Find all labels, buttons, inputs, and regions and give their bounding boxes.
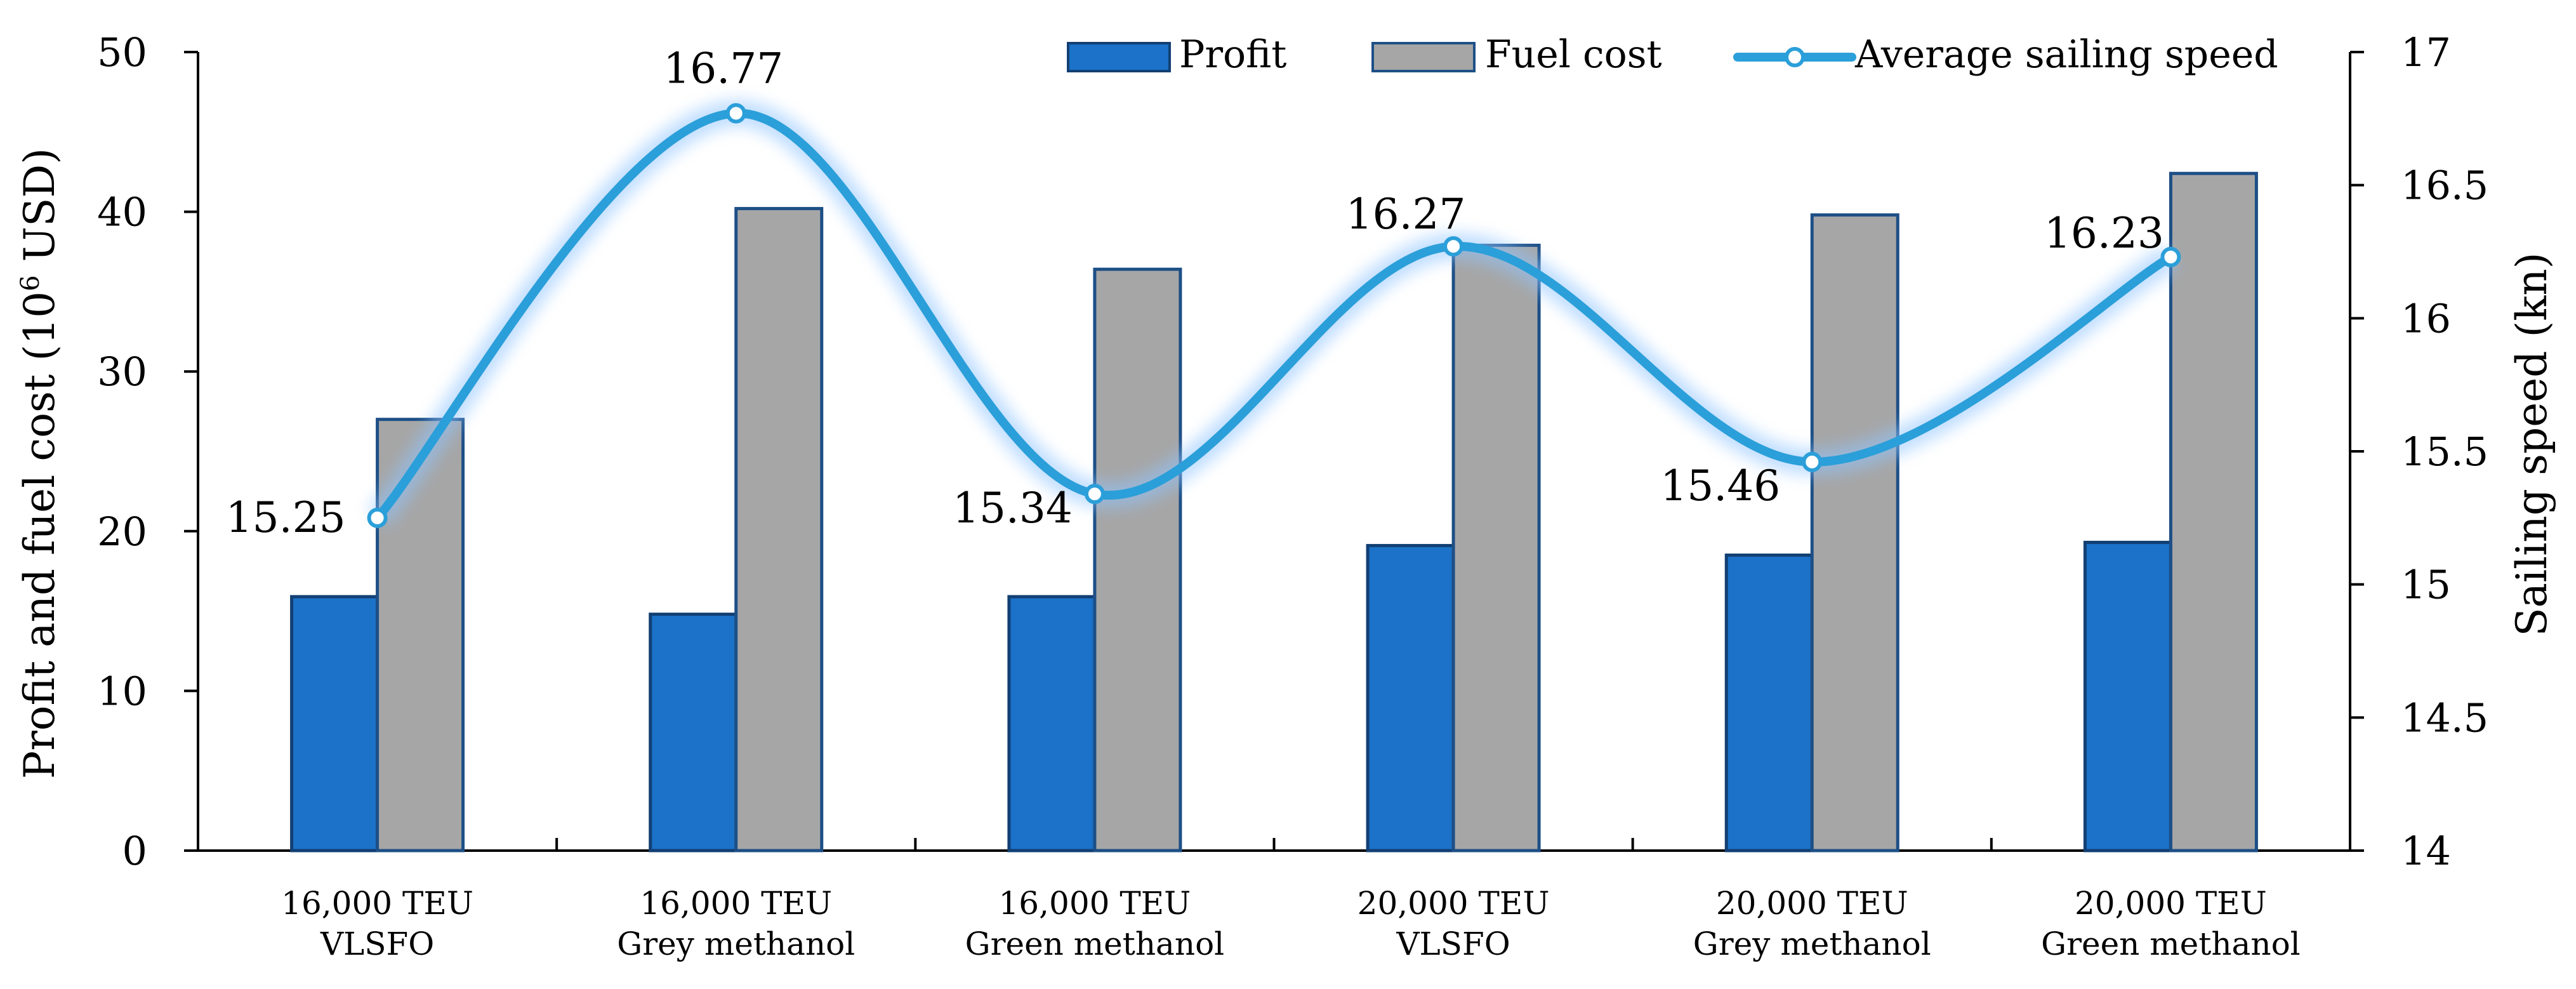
speed-point (367, 507, 388, 528)
profit-bar (1007, 595, 1097, 853)
legend-profit-label: Profit (1179, 32, 1286, 77)
y2-axis-title: Sailing speed (kn) (2507, 252, 2556, 636)
profit-bar (290, 595, 380, 853)
speed-data-label: 16.27 (1346, 190, 1466, 239)
speed-point (1802, 451, 1823, 472)
y2-tick-label: 16.5 (2401, 163, 2488, 209)
speed-line-layer (367, 100, 2181, 528)
speed-data-label: 15.25 (226, 493, 346, 542)
fuel-cost-bar (734, 207, 824, 853)
y2-tick-label: 15 (2401, 562, 2451, 608)
y-tick-label: 40 (97, 189, 147, 236)
speed-data-label: 16.23 (2044, 209, 2164, 258)
legend: Profit Fuel cost Average sailing speed (1067, 32, 2278, 77)
y2-tick-label: 14 (2401, 828, 2451, 874)
y-tick-label: 30 (97, 348, 147, 395)
legend-speed-label: Average sailing speed (1854, 32, 2278, 77)
y2-tick-label: 16 (2401, 295, 2451, 342)
bars (290, 171, 2258, 853)
data-labels: 15.25 16.77 15.34 16.27 15.46 16.23 (226, 44, 2164, 541)
x-category-label: 20,000 TEU VLSFO (1357, 885, 1550, 962)
legend-fuel-cost-swatch (1371, 42, 1476, 72)
legend-speed-marker (1785, 47, 1805, 67)
y-tick-label: 20 (97, 508, 147, 555)
speed-point (1443, 236, 1464, 257)
fuel-cost-bar (1093, 267, 1182, 853)
y-tick-label: 0 (122, 828, 147, 874)
legend-profit-swatch (1067, 42, 1171, 72)
profit-bar (1724, 554, 1814, 853)
y2-tick-label: 15.5 (2401, 428, 2488, 475)
speed-point (725, 103, 746, 124)
profit-bar (649, 613, 738, 853)
x-category-label: 16,000 TEU Grey methanol (617, 885, 855, 962)
legend-fuel-cost-label: Fuel cost (1485, 32, 1662, 77)
fuel-cost-bar (1810, 213, 1899, 853)
y-axis-title: Profit and fuel cost (106 USD) (15, 148, 64, 779)
y-tick-label: 50 (97, 29, 147, 76)
speed-point (1084, 484, 1105, 505)
speed-line-glow (367, 100, 2178, 527)
y2-tick-label: 14.5 (2401, 694, 2488, 741)
x-category-label: 20,000 TEU Green methanol (2041, 885, 2301, 962)
speed-data-label: 15.34 (953, 484, 1073, 533)
axes: 0 10 20 30 40 50 14 14.5 15 15.5 16 16.5 17 16,000 TE… (97, 29, 2488, 962)
y-tick-label: 10 (97, 668, 147, 714)
speed-line (373, 109, 2176, 522)
x-category-label: 16,000 TEU Green methanol (965, 885, 1225, 962)
profit-bar (1366, 543, 1455, 853)
speed-data-label: 15.46 (1660, 461, 1780, 510)
speed-point (2160, 246, 2181, 267)
x-category-label: 16,000 TEU VLSFO (281, 885, 473, 962)
speed-data-label: 16.77 (663, 44, 783, 93)
y2-tick-label: 17 (2401, 29, 2451, 76)
profit-bar (2083, 540, 2172, 853)
fuel-cost-bar (2169, 171, 2258, 853)
x-category-label: 20,000 TEU Grey methanol (1693, 885, 1931, 962)
fuel-cost-bar (1451, 243, 1541, 853)
